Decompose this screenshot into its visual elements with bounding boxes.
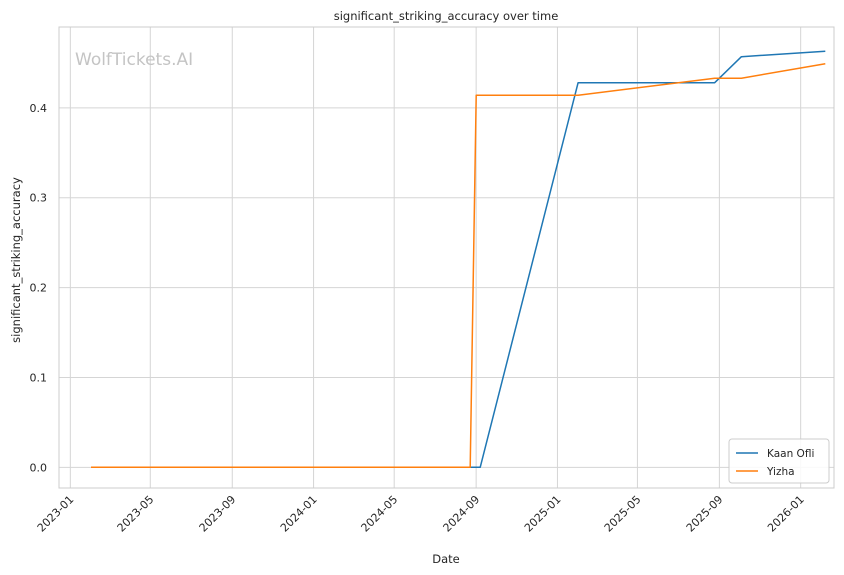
series-layer	[91, 50, 826, 469]
y-tick-label: 0.2	[30, 282, 48, 295]
y-tick-label: 0.1	[30, 371, 48, 384]
x-tick-label: 2025-05	[602, 493, 644, 535]
plot-frame	[58, 26, 835, 489]
legend: Kaan Ofli Yizha	[728, 438, 830, 484]
y-tick-label: 0.0	[30, 461, 48, 474]
x-tick-label: 2025-01	[522, 493, 564, 535]
watermark: WolfTickets.AI	[75, 50, 193, 70]
x-tick-label: 2026-01	[765, 493, 807, 535]
grid	[59, 27, 834, 488]
x-tick-label: 2024-09	[441, 493, 483, 535]
y-tick-label: 0.4	[30, 102, 48, 115]
series-line-yizha	[91, 63, 826, 469]
x-tick-label: 2024-01	[278, 493, 320, 535]
x-tick-label: 2023-01	[35, 493, 77, 535]
series-line-kaan-ofli	[91, 50, 826, 469]
y-tick-labels: 0.0 0.1 0.2 0.3 0.4	[30, 102, 48, 474]
legend-box	[728, 438, 830, 484]
x-tick-label: 2024-05	[359, 493, 401, 535]
x-tick-labels: 2023-01 2023-05 2023-09 2024-01 2024-05 2024-…	[35, 493, 807, 535]
legend-label-kaan-ofli: Kaan Ofli	[767, 448, 814, 460]
x-tick-label: 2023-05	[115, 493, 157, 535]
chart-title: significant_striking_accuracy over time	[334, 9, 559, 23]
legend-label-yizha: Yizha	[766, 466, 795, 478]
x-tick-label: 2023-09	[197, 493, 239, 535]
y-axis-label: significant_striking_accuracy	[9, 177, 23, 343]
x-tick-label: 2025-09	[684, 493, 726, 535]
y-tick-label: 0.3	[30, 192, 48, 205]
x-axis-label: Date	[432, 552, 460, 566]
